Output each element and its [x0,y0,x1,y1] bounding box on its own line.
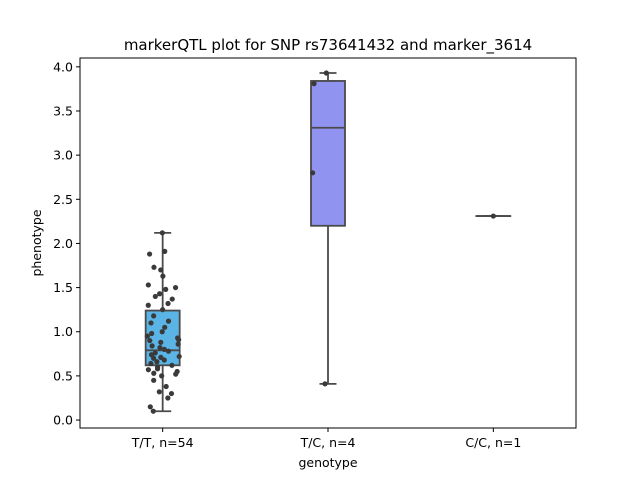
data-point [145,282,151,288]
data-point [145,367,151,373]
data-point [151,264,157,270]
data-point [158,339,164,345]
data-point [158,267,164,273]
data-point [165,318,172,324]
data-point [310,170,316,176]
data-point [162,248,168,254]
data-point [161,357,167,363]
data-point [161,346,167,353]
data-point [173,371,179,377]
x-axis: T/T, n=54 T/C, n=4 C/C, n=1 [131,428,521,450]
data-point [149,330,155,337]
y-tick-label: 1.0 [53,324,73,339]
data-point [165,395,171,401]
data-point [160,307,166,313]
data-point [151,370,157,376]
y-tick-label: 1.5 [53,280,73,295]
data-point [151,377,157,383]
data-point [165,348,172,354]
data-point [147,404,153,410]
data-point [156,389,162,395]
data-point [149,343,155,349]
data-point [322,381,328,387]
data-point [159,329,165,335]
y-tick-label: 2.0 [53,236,73,251]
data-point [172,284,179,291]
data-point [160,273,166,279]
data-point [163,383,169,390]
data-point [157,345,163,351]
data-point [168,390,175,397]
data-point [147,337,153,344]
data-point [150,408,156,414]
data-point [165,300,171,307]
data-point [144,333,150,339]
chart-title: markerQTL plot for SNP rs73641432 and ma… [124,36,532,55]
data-point [163,286,169,292]
iqr-box [310,80,346,227]
y-tick-label: 0.5 [53,368,73,383]
data-point [148,360,154,367]
y-tick-label: 2.5 [53,192,73,207]
x-tick-label: C/C, n=1 [465,435,521,450]
y-tick-label: 3.0 [53,148,73,163]
x-tick-label: T/C, n=4 [300,435,356,450]
data-point [159,373,165,379]
box-1 [310,72,346,385]
data-point [323,70,329,76]
data-point [151,313,157,319]
data-point [154,366,161,372]
data-point [176,353,182,360]
data-point [175,341,181,347]
data-point [176,337,182,343]
data-point [162,324,168,330]
data-point [159,230,165,236]
boxes [144,72,512,413]
data-points [144,70,496,414]
y-axis-label: phenotype [29,209,44,276]
y-tick-label: 3.5 [53,103,73,118]
data-point [148,320,154,326]
y-axis: 0.0 0.5 1.0 1.5 2.0 2.5 3.0 3.5 4.0 [53,59,80,428]
x-axis-label: genotype [298,455,357,470]
data-point [169,296,175,302]
data-point [152,293,158,300]
data-point [145,302,151,308]
data-point [150,355,157,361]
y-tick-label: 4.0 [53,59,73,74]
data-point [490,213,496,219]
data-point [154,359,160,365]
x-tick-label: T/T, n=54 [131,435,194,450]
data-point [146,251,153,257]
data-point [311,81,317,87]
data-point [157,291,163,297]
y-tick-label: 0.0 [53,413,73,428]
data-point [169,362,175,368]
